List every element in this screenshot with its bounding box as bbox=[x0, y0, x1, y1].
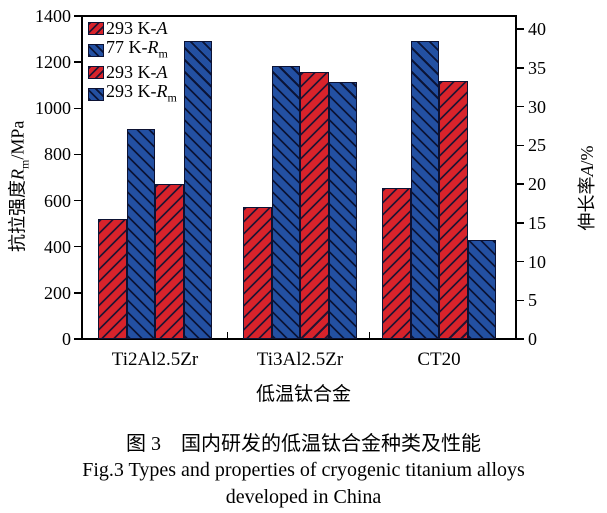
left-tick-label-1200: 1200 bbox=[35, 52, 71, 73]
legend-item-2: 77 K-Rm bbox=[88, 36, 177, 61]
left-tick-1200 bbox=[74, 61, 81, 63]
bar-ti3al2.5zr-series4 bbox=[328, 81, 357, 339]
bar-ti2al2.5zr-series3 bbox=[155, 184, 184, 339]
caption-chinese: 图 3 国内研发的低温钛合金种类及性能 bbox=[126, 433, 481, 455]
legend-label-2: 77 K-Rm bbox=[106, 36, 168, 61]
bar-ct20-series3 bbox=[439, 80, 468, 339]
x-axis-bottom-line bbox=[81, 338, 517, 340]
right-tick-label-0: 0 bbox=[528, 329, 537, 349]
left-tick-label-800: 800 bbox=[44, 144, 71, 165]
legend-swatch-4 bbox=[88, 87, 104, 101]
caption-english-line1: Fig.3 Types and properties of cryogenic … bbox=[82, 459, 525, 481]
bar-ti3al2.5zr-series3 bbox=[300, 72, 329, 339]
left-tick-1400 bbox=[74, 15, 81, 17]
left-tick-1000 bbox=[74, 107, 81, 110]
right-tick-40 bbox=[517, 28, 524, 30]
bar-ti3al2.5zr-series2 bbox=[271, 65, 300, 339]
left-tick-label-400: 400 bbox=[44, 236, 71, 257]
bar-ti2al2.5zr-series2 bbox=[126, 129, 155, 339]
right-tick-35 bbox=[517, 67, 524, 69]
right-tick-25 bbox=[517, 144, 524, 146]
legend-label-1: 293 K-A bbox=[106, 18, 168, 38]
right-tick-30 bbox=[517, 105, 524, 108]
right-tick-5 bbox=[517, 299, 524, 301]
left-tick-label-0: 0 bbox=[62, 329, 71, 349]
left-tick-400 bbox=[74, 245, 81, 248]
left-tick-0 bbox=[74, 338, 81, 340]
legend: 293 K-A 77 K-Rm 293 K-A 293 K-Rm bbox=[88, 17, 177, 105]
bar-ct20-series1 bbox=[382, 187, 411, 339]
legend-label-4: 293 K-Rm bbox=[106, 80, 177, 105]
legend-swatch-1 bbox=[88, 21, 104, 35]
right-tick-label-20: 20 bbox=[528, 174, 546, 194]
x-boundary-tick-2 bbox=[368, 332, 371, 339]
left-tick-label-200: 200 bbox=[44, 282, 71, 303]
left-axis-title: 抗拉强度Rm/MPa bbox=[7, 120, 32, 252]
bar-ti3al2.5zr-series1 bbox=[243, 207, 272, 339]
left-tick-label-600: 600 bbox=[44, 190, 71, 211]
y-axis-left-line bbox=[81, 15, 83, 340]
legend-swatch-2 bbox=[88, 43, 104, 57]
right-tick-label-25: 25 bbox=[528, 135, 546, 156]
legend-label-3: 293 K-A bbox=[106, 62, 168, 82]
right-tick-label-40: 40 bbox=[528, 19, 546, 39]
left-tick-label-1000: 1000 bbox=[35, 98, 71, 119]
right-tick-label-5: 5 bbox=[528, 290, 537, 311]
caption-english-line2: developed in China bbox=[225, 486, 382, 508]
x-category-ct20: CT20 bbox=[417, 349, 461, 370]
legend-item-3: 293 K-A bbox=[88, 61, 177, 83]
right-tick-10 bbox=[517, 260, 524, 263]
right-tick-label-30: 30 bbox=[528, 96, 546, 117]
x-category-ti3al2.5zr: Ti3Al2.5Zr bbox=[256, 349, 344, 370]
right-axis-title: 伸长率A/% bbox=[577, 145, 597, 231]
legend-swatch-3 bbox=[88, 65, 104, 79]
right-tick-label-35: 35 bbox=[528, 57, 546, 78]
right-tick-0 bbox=[517, 338, 524, 340]
y-axis-right-line bbox=[515, 15, 517, 340]
x-category-ti2al2.5zr: Ti2Al2.5Zr bbox=[111, 349, 199, 370]
x-boundary-tick-1 bbox=[226, 332, 229, 339]
left-tick-800 bbox=[74, 153, 81, 156]
legend-item-4: 293 K-Rm bbox=[88, 80, 177, 105]
bar-ti2al2.5zr-series4 bbox=[183, 41, 212, 339]
right-tick-20 bbox=[517, 183, 524, 185]
left-tick-200 bbox=[74, 292, 81, 294]
bar-ti2al2.5zr-series1 bbox=[98, 218, 127, 339]
bar-ct20-series2 bbox=[410, 41, 439, 339]
x-axis-title: 低温钛合金 bbox=[255, 384, 351, 405]
legend-item-1: 293 K-A bbox=[88, 17, 177, 39]
bar-ct20-series4 bbox=[467, 239, 496, 339]
x-axis-top-line bbox=[81, 15, 517, 17]
left-tick-label-1400: 1400 bbox=[35, 6, 71, 26]
left-tick-600 bbox=[74, 199, 81, 202]
right-tick-label-10: 10 bbox=[528, 251, 546, 272]
right-tick-label-15: 15 bbox=[528, 212, 546, 233]
right-tick-15 bbox=[517, 222, 524, 224]
